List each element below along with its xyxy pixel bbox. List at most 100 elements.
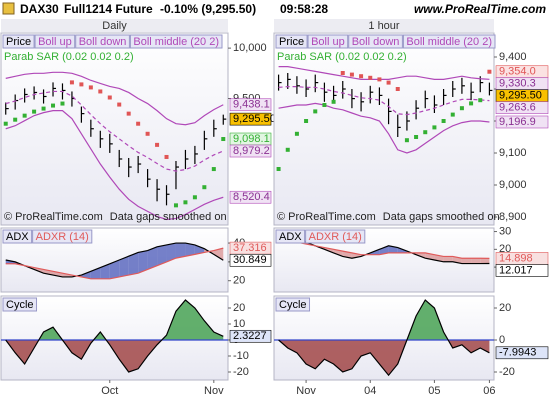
value-tag-label: 9,295.50 (233, 113, 276, 125)
note: Data gaps smoothed on (383, 211, 500, 223)
sar-dot (3, 121, 8, 126)
legend-label: Boll middle (20 2) (406, 36, 492, 48)
sar-dot (432, 125, 437, 130)
value-tag (495, 101, 549, 115)
cycle-line (5, 299, 224, 373)
y-tick-label: 20 (233, 275, 245, 287)
sar-dot (173, 203, 178, 208)
adx-fill (213, 248, 224, 261)
legend-box (275, 34, 308, 49)
adx-fill (53, 271, 63, 277)
value-tag (229, 98, 272, 112)
sar-dot (164, 154, 169, 159)
sar-dot (313, 109, 318, 114)
value-tag (229, 112, 272, 126)
sar-dot (349, 72, 354, 77)
cycle-line (278, 299, 490, 377)
cycle-area-below (278, 340, 490, 376)
x-tick-label: Nov (296, 385, 316, 397)
sar-dot (359, 74, 364, 79)
sar-dot (487, 69, 492, 74)
y-tick-label: -20 (499, 366, 515, 378)
x-tick-label: Nov (204, 385, 224, 397)
sar-dot (88, 85, 93, 90)
credit: © ProRealTime.com (4, 211, 103, 223)
adx-fill (128, 252, 139, 276)
value-tag-label: 30.849 (233, 254, 267, 266)
sar-dot (423, 130, 428, 135)
legend-box (34, 34, 76, 49)
plot-area (3, 71, 227, 221)
plot-area (5, 242, 224, 280)
band-line (5, 90, 224, 172)
y-tick-label: 20 (233, 302, 245, 314)
x-tick-label: 04 (364, 385, 376, 397)
period-strip (274, 19, 494, 32)
adx-fill (379, 245, 389, 255)
sar-dot (117, 102, 122, 107)
y-tick-label: 0 (499, 334, 505, 346)
legend-label: Price (6, 36, 31, 48)
x-tick-label: Oct (101, 385, 118, 397)
sar-dot (145, 131, 150, 136)
adx-fill (194, 244, 205, 255)
sar-dot (276, 167, 281, 171)
sar-dot (69, 80, 74, 85)
symbol-icon (2, 2, 15, 15)
value-tag (229, 253, 272, 267)
adx-fill (109, 260, 120, 279)
sar-dot (202, 185, 207, 190)
legend-box (348, 34, 403, 49)
sar-dot (126, 111, 131, 116)
indicator-line (5, 242, 224, 278)
adx-fill (480, 258, 490, 264)
sar-dot (469, 101, 474, 106)
cycle-area-above (278, 300, 490, 340)
sar-dot (404, 138, 409, 143)
band-line (5, 110, 224, 221)
value-tag (495, 346, 549, 360)
adx-fill (175, 243, 186, 259)
sar-dot (377, 77, 382, 82)
x-tick-label: 06 (483, 385, 495, 397)
value-tag-label: 8,520.4 (233, 191, 270, 203)
sar-dot (155, 142, 160, 147)
legend-label: ADXR (14) (36, 231, 89, 243)
adx-fill (100, 263, 110, 279)
y-tick-label: 30 (499, 225, 511, 237)
value-tag-label: 8,979.2 (233, 145, 270, 157)
adx-fill (185, 243, 195, 257)
legend-label: Cycle (6, 299, 34, 311)
value-tag (495, 115, 549, 129)
sar-dot (294, 131, 299, 136)
value-tag-label: 9,196.9 (499, 116, 536, 128)
legend-box (275, 229, 306, 244)
adx-fill (157, 244, 167, 266)
legend-box (307, 34, 349, 49)
sar-dot (183, 200, 188, 205)
band-line (278, 86, 490, 116)
cycle-area-below (5, 340, 224, 372)
value-tag-label: 9,263.6 (499, 102, 536, 114)
band-line (278, 66, 490, 80)
time: 09:58:28 (280, 2, 328, 16)
adx-fill (443, 256, 453, 262)
panel-bg (273, 32, 495, 226)
sar-dot (340, 71, 345, 75)
legend-box (129, 34, 223, 49)
sar-dot (322, 103, 327, 107)
panel-bg (0, 32, 229, 226)
sar-dot (41, 106, 46, 111)
credit: © ProRealTime.com (277, 211, 376, 223)
legend-label: Parab SAR (0.02 0.02 0.2) (277, 51, 407, 63)
y-tick-label: 9,100 (499, 147, 527, 159)
sar-dot (450, 112, 455, 117)
site: www.ProRealTime.com (414, 2, 546, 16)
legend-box (75, 34, 130, 49)
sar-dot (368, 75, 373, 80)
y-tick-label: 9,400 (499, 51, 527, 63)
sar-dot (211, 167, 216, 172)
indicator-line (278, 239, 490, 260)
plot-area (276, 66, 493, 171)
indicator-line (5, 247, 224, 280)
